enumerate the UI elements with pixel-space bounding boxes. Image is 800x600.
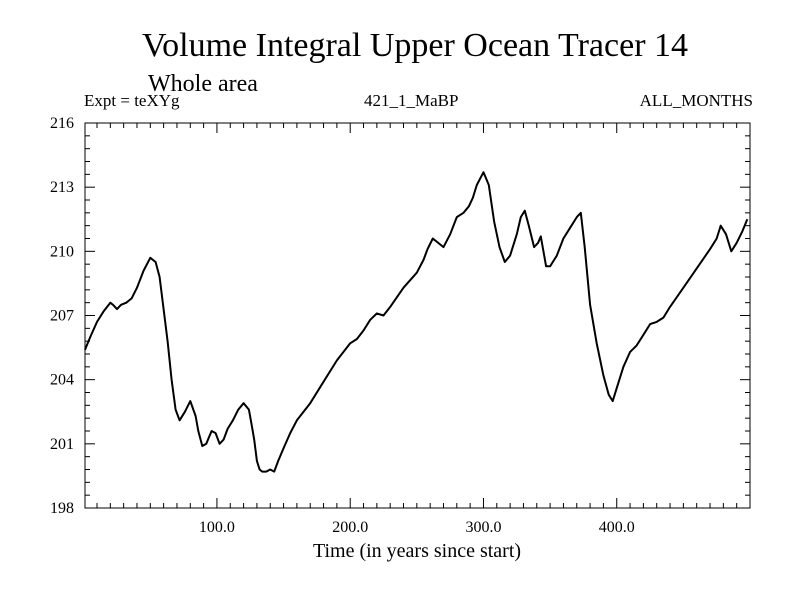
x-tick-label: 100.0 xyxy=(199,519,235,536)
axis-ticks xyxy=(85,123,750,508)
x-tick-label: 400.0 xyxy=(599,519,635,536)
x-tick-label: 200.0 xyxy=(332,519,368,536)
y-tick-label: 201 xyxy=(50,436,74,453)
y-tick-label: 216 xyxy=(50,115,74,132)
series-layer xyxy=(84,171,749,473)
chart-subtitle: Whole area xyxy=(148,71,258,97)
months-label: ALL_MONTHS xyxy=(639,91,753,110)
run-id-label: 421_1_MaBP xyxy=(364,91,459,110)
y-tick-label: 213 xyxy=(50,179,74,196)
y-tick-label: 210 xyxy=(50,243,74,260)
x-axis-title: Time (in years since start) xyxy=(313,540,521,562)
plot-frame xyxy=(84,122,751,509)
y-tick-label: 207 xyxy=(50,308,74,325)
x-tick-label: 300.0 xyxy=(465,519,501,536)
y-tick-label: 198 xyxy=(50,500,74,517)
chart-title: Volume Integral Upper Ocean Tracer 14 xyxy=(141,27,689,64)
axis-tick-labels: 100.0 200.0 300.0 400.0 198 201 204 207 210 213 21… xyxy=(50,115,635,536)
y-tick-label: 204 xyxy=(50,372,74,389)
experiment-label: Expt = teXYg xyxy=(84,91,180,110)
series-line xyxy=(84,171,749,473)
